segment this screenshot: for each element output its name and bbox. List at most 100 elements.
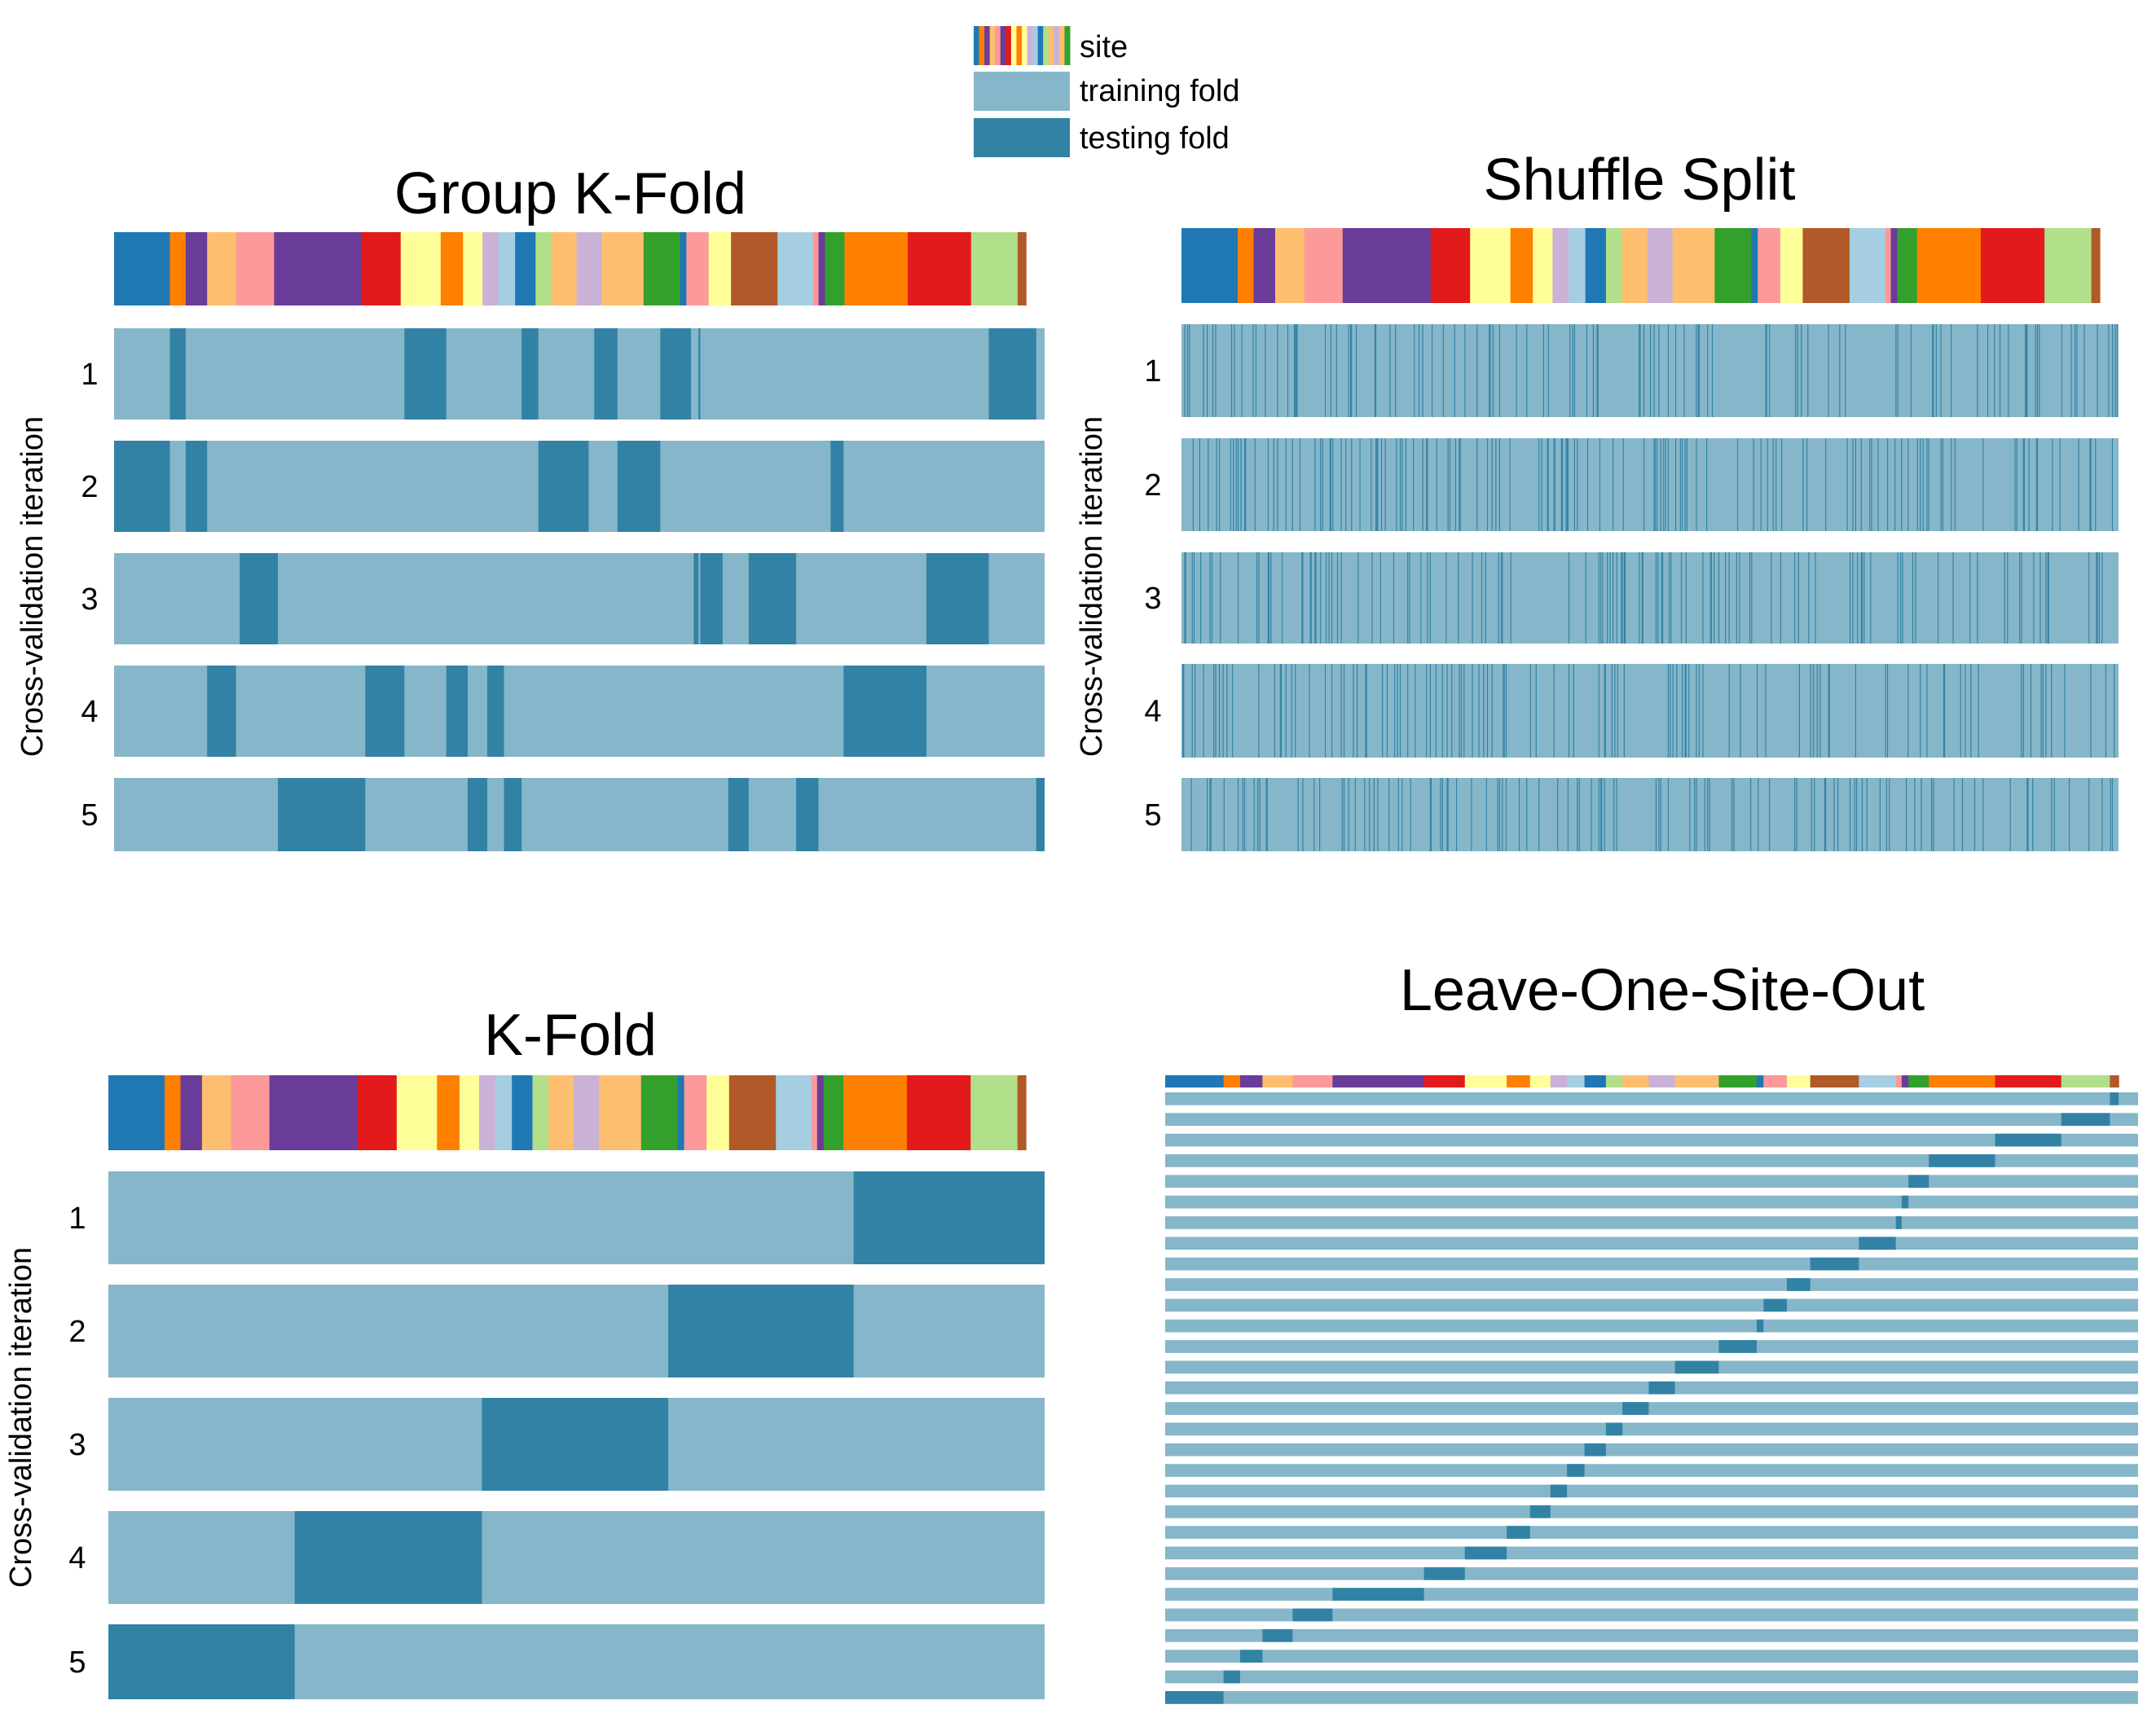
site-segment bbox=[1585, 228, 1607, 303]
site-segment bbox=[1275, 228, 1305, 303]
training-fold-bar bbox=[1165, 1588, 2138, 1601]
testing-fold-segment bbox=[1277, 324, 1278, 417]
testing-fold-segment bbox=[1894, 438, 1896, 531]
site-segment bbox=[908, 232, 972, 305]
site-segment bbox=[731, 232, 778, 305]
testing-fold-segment bbox=[1736, 438, 1739, 531]
testing-fold-segment bbox=[1257, 778, 1259, 851]
testing-fold-segment bbox=[1808, 552, 1810, 644]
testing-fold-segment bbox=[1940, 324, 1942, 417]
testing-fold-segment bbox=[1609, 552, 1611, 644]
testing-fold-segment bbox=[482, 1398, 669, 1491]
testing-fold-segment bbox=[2111, 778, 2114, 851]
testing-fold-segment bbox=[1553, 664, 1555, 758]
iteration-label: 1 bbox=[81, 358, 98, 392]
site-segment bbox=[1786, 1075, 1811, 1087]
legend-site-stripe bbox=[1027, 26, 1033, 65]
panel-group-kfold: Group K-Fold Cross-validation iteration … bbox=[15, 161, 1045, 851]
testing-fold-segment bbox=[1798, 664, 1800, 758]
testing-fold-segment bbox=[1423, 1566, 1465, 1580]
testing-fold-segment bbox=[1332, 1588, 1424, 1601]
training-fold-bar bbox=[1165, 1175, 2138, 1189]
testing-fold-segment bbox=[1698, 664, 1700, 758]
testing-fold-segment bbox=[1252, 324, 1254, 417]
site-segment bbox=[459, 1075, 480, 1150]
testing-fold-segment bbox=[1885, 778, 1887, 851]
testing-fold-segment bbox=[2090, 438, 2092, 531]
testing-fold-segment bbox=[1256, 552, 1258, 644]
testing-fold-segment bbox=[843, 666, 926, 757]
testing-fold-segment bbox=[1860, 438, 1862, 531]
testing-fold-segment bbox=[1547, 324, 1549, 417]
training-fold-bar bbox=[1165, 1505, 2138, 1518]
legend: site training fold testing fold bbox=[974, 26, 1239, 157]
iteration-rows bbox=[1165, 1092, 2138, 1704]
testing-fold-segment bbox=[1643, 324, 1645, 417]
testing-fold-segment bbox=[1926, 438, 1928, 531]
testing-fold-segment bbox=[1869, 438, 1871, 531]
testing-fold-segment bbox=[1639, 324, 1641, 417]
testing-fold-segment bbox=[1667, 664, 1669, 758]
site-segment bbox=[495, 1075, 513, 1150]
testing-fold-segment bbox=[1860, 552, 1862, 644]
testing-fold-segment bbox=[1684, 664, 1686, 758]
testing-fold-segment bbox=[1675, 324, 1677, 417]
testing-fold-segment bbox=[1702, 552, 1704, 644]
iteration-label: 2 bbox=[81, 470, 98, 504]
testing-fold-segment bbox=[1877, 438, 1879, 531]
training-fold-bar bbox=[1165, 1526, 2138, 1539]
testing-fold-segment bbox=[1578, 778, 1580, 851]
testing-fold-segment bbox=[1331, 664, 1333, 758]
testing-fold-segment bbox=[1725, 552, 1727, 644]
testing-fold-segment bbox=[2089, 438, 2091, 531]
testing-fold-segment bbox=[1426, 438, 1428, 531]
testing-fold-segment bbox=[1542, 324, 1545, 417]
testing-fold-segment bbox=[1916, 438, 1918, 531]
testing-fold-segment bbox=[1481, 552, 1483, 644]
testing-fold-segment bbox=[277, 778, 366, 851]
testing-fold-segment bbox=[2083, 324, 2085, 417]
testing-fold-segment bbox=[1591, 778, 1592, 851]
testing-fold-segment bbox=[1377, 438, 1379, 531]
legend-train-label: training fold bbox=[1080, 74, 1239, 108]
testing-fold-segment bbox=[1340, 438, 1342, 531]
testing-fold-segment bbox=[1670, 552, 1672, 644]
testing-fold-segment bbox=[594, 328, 618, 420]
testing-fold-segment bbox=[1388, 778, 1390, 851]
legend-site-stripe bbox=[995, 26, 1001, 65]
testing-fold-segment bbox=[1728, 552, 1730, 644]
testing-fold-segment bbox=[698, 328, 701, 420]
site-segment bbox=[2044, 228, 2092, 303]
testing-fold-segment bbox=[1340, 664, 1342, 758]
testing-fold-segment bbox=[1596, 324, 1598, 417]
testing-fold-segment bbox=[1600, 552, 1602, 644]
testing-fold-segment bbox=[1943, 664, 1945, 758]
legend-site-stripe bbox=[989, 26, 996, 65]
testing-fold-segment bbox=[538, 441, 589, 532]
testing-fold-segment bbox=[1886, 438, 1889, 531]
testing-fold-segment bbox=[1977, 324, 1978, 417]
testing-fold-segment bbox=[1277, 438, 1278, 531]
site-segment bbox=[274, 232, 363, 305]
testing-fold-segment bbox=[1471, 778, 1472, 851]
testing-fold-segment bbox=[1604, 664, 1606, 758]
testing-fold-segment bbox=[1586, 438, 1589, 531]
testing-fold-segment bbox=[1952, 552, 1954, 644]
testing-fold-segment bbox=[1380, 438, 1383, 531]
testing-fold-segment bbox=[1519, 778, 1520, 851]
testing-fold-segment bbox=[1932, 324, 1934, 417]
testing-fold-segment bbox=[1503, 664, 1505, 758]
testing-fold-segment bbox=[1929, 1154, 1995, 1167]
testing-fold-segment bbox=[1605, 1422, 1623, 1436]
site-segment bbox=[2091, 228, 2101, 303]
testing-fold-segment bbox=[2040, 664, 2042, 758]
testing-fold-segment bbox=[1973, 778, 1976, 851]
testing-fold-segment bbox=[1320, 552, 1322, 644]
testing-fold-segment bbox=[2101, 778, 2103, 851]
testing-fold-segment bbox=[1340, 552, 1342, 644]
testing-fold-segment bbox=[1182, 664, 1184, 758]
site-segment bbox=[825, 232, 846, 305]
testing-fold-segment bbox=[1685, 552, 1687, 644]
testing-fold-segment bbox=[1933, 324, 1934, 417]
testing-fold-segment bbox=[1464, 1546, 1507, 1560]
